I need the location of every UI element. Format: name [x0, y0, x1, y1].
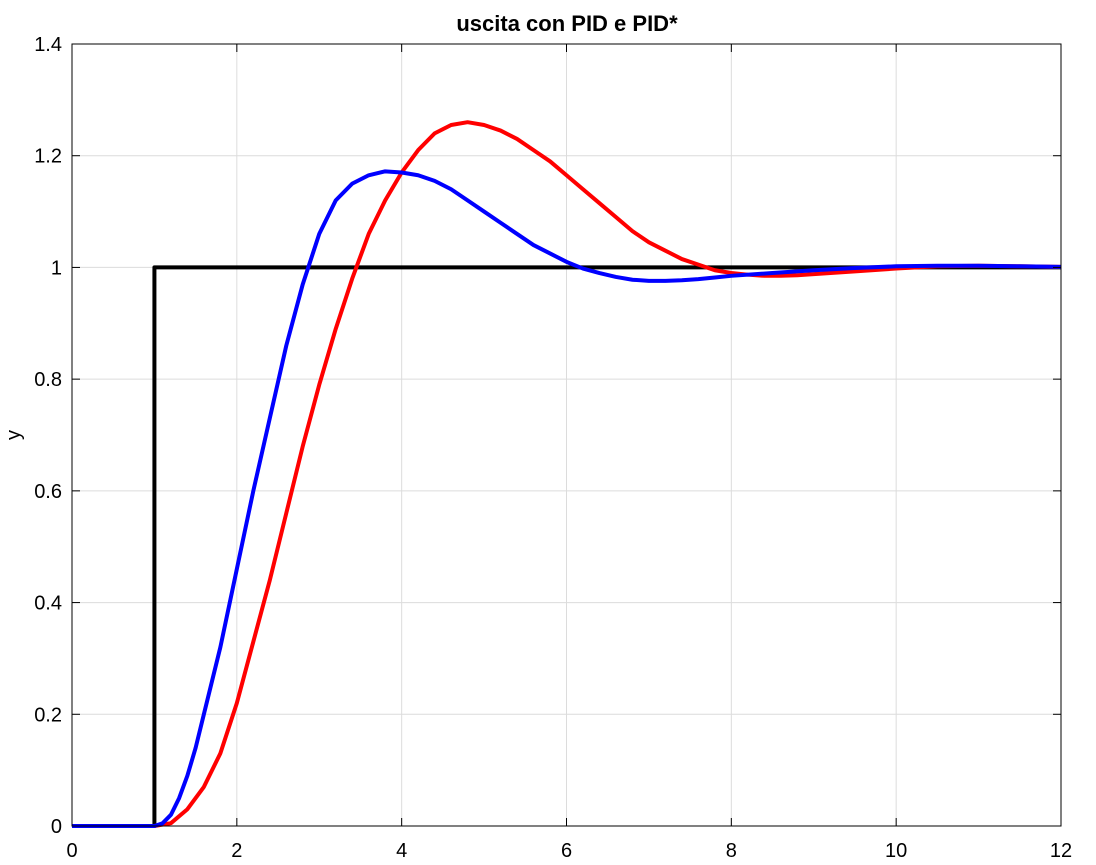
y-tick-label: 0.8: [34, 369, 62, 391]
pid-star-response-line: [72, 169, 1062, 828]
pid-response-line: [72, 120, 1062, 828]
y-tick-label: 1: [51, 257, 62, 279]
x-tick-label: 12: [1050, 840, 1072, 862]
y-tick-label: 0.4: [34, 593, 62, 615]
y-tick-label: 1.4: [34, 34, 62, 56]
tick-labels: 0 2 4 6 8 10 12 0 0.2 0.4 0.6 0.8 1 1.2 1.4: [34, 34, 1072, 862]
x-tick-label: 0: [66, 840, 77, 862]
chart-title: uscita con PID e PID*: [456, 11, 678, 36]
y-tick-label: 0.2: [34, 704, 62, 726]
y-tick-label: 1.2: [34, 146, 62, 168]
x-tick-label: 6: [561, 840, 572, 862]
grid: [71, 43, 1062, 827]
y-axis-label: y: [3, 430, 25, 440]
x-tick-label: 4: [396, 840, 407, 862]
y-tick-label: 0: [51, 816, 62, 838]
y-tick-label: 0.6: [34, 481, 62, 503]
x-tick-label: 2: [231, 840, 242, 862]
x-tick-label: 8: [726, 840, 737, 862]
ticks: [71, 43, 1062, 827]
x-tick-label: 10: [885, 840, 907, 862]
